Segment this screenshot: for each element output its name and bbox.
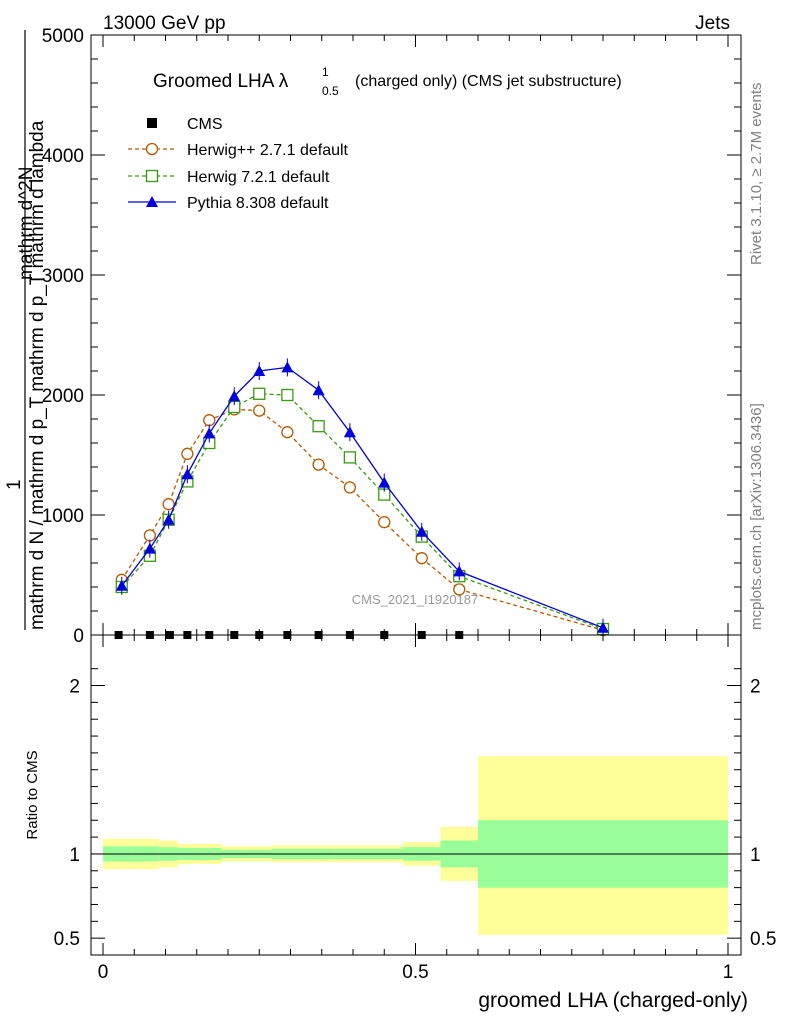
svg-text:Rivet 3.1.10, ≥ 2.7M events: Rivet 3.1.10, ≥ 2.7M events — [748, 83, 765, 266]
data-point-herwigpp — [378, 516, 391, 529]
data-point-herwigpp — [343, 481, 357, 494]
main-data-layer — [114, 358, 610, 639]
y-axis-numerator: 1 — [4, 479, 25, 490]
ratio-tick-label: 0.5 — [54, 929, 80, 950]
x-tick-label: 0.5 — [402, 962, 428, 983]
ratio-tick-label: 1 — [69, 845, 80, 866]
ratio-y-title: Ratio to CMS — [24, 750, 41, 839]
y-tick-label: 1000 — [42, 506, 84, 527]
title-suffix: (charged only) (CMS jet substructure) — [355, 73, 622, 90]
chart-title: Groomed LHA λ — [153, 71, 289, 92]
data-point-pythia — [228, 390, 241, 402]
legend-label-herwig7: Herwig 7.2.1 default — [187, 169, 330, 186]
y-tick-label: 2000 — [42, 386, 84, 407]
y-axis-denominator: mathrm d N / mathrm d p_T mathrm d p_T m… — [27, 120, 48, 630]
data-point-pythia — [312, 384, 325, 396]
title-superscript: 1 — [322, 65, 329, 79]
side-text-mcplots: mcplots.cern.ch [arXiv:1306.3436] — [748, 403, 765, 630]
data-point-herwigpp — [203, 414, 216, 427]
data-point-pythia — [162, 513, 175, 525]
data-point-herwigpp — [181, 447, 194, 460]
side-text-rivet: Rivet 3.1.10, ≥ 2.7M events — [748, 83, 765, 266]
data-point-pythia — [281, 361, 294, 373]
series-line-1 — [121, 408, 604, 631]
ratio-tick-label-right: 1 — [750, 845, 761, 866]
y-tick-label: 3000 — [42, 266, 84, 287]
data-point-herwigpp — [143, 529, 157, 542]
data-point-herwig7 — [312, 420, 325, 433]
data-point-pythia — [115, 579, 128, 591]
data-point-herwigpp — [453, 583, 466, 596]
legend-label-herwigpp: Herwig++ 2.7.1 default — [187, 142, 349, 159]
data-point-pythia — [143, 542, 156, 554]
data-point-pythia — [203, 427, 216, 439]
svg-text:mcplots.cern.ch [arXiv:1306.34: mcplots.cern.ch [arXiv:1306.3436] — [748, 403, 765, 630]
data-point-pythia — [597, 621, 609, 633]
ratio-bands — [91, 756, 741, 935]
y-axis-overlay: mathrm d^2N — [16, 167, 37, 280]
data-point-herwig7 — [281, 388, 294, 402]
data-point-pythia — [343, 426, 356, 438]
data-point-herwig7 — [253, 387, 266, 400]
legend-marker-herwig7 — [145, 169, 159, 183]
legend-label-cms: CMS — [187, 116, 223, 133]
data-point-herwigpp — [281, 426, 294, 439]
data-point-pythia — [453, 565, 466, 577]
x-tick-label: 1 — [723, 962, 734, 983]
legend-label-pythia: Pythia 8.308 default — [187, 195, 329, 212]
y-tick-label: 4000 — [42, 146, 84, 167]
header-jets: Jets — [695, 13, 730, 34]
x-axis-title: groomed LHA (charged-only) — [478, 989, 748, 1012]
legend-marker-herwigpp — [145, 142, 159, 156]
svg-text:Ratio to CMS: Ratio to CMS — [24, 750, 41, 839]
y-axis-overlay-title: mathrm d^2N — [16, 167, 37, 280]
y-tick-label: 5000 — [42, 26, 84, 47]
legend-marker-cms — [147, 118, 157, 128]
data-point-pythia — [378, 476, 391, 488]
data-point-herwig7 — [343, 451, 357, 464]
ratio-plot-frame — [90, 634, 742, 956]
main-axis-ticks: 0 1000 2000 3000 4000 5000 — [42, 26, 741, 647]
title-subscript: 0.5 — [322, 84, 339, 98]
y-tick-label: 0 — [73, 626, 84, 647]
data-point-herwigpp — [312, 458, 325, 471]
ratio-tick-label-right: 0.5 — [750, 929, 776, 950]
data-point-herwigpp — [253, 404, 266, 417]
y-axis-title: 1 mathrm d N / mathrm d p_T mathrm d p_T… — [4, 30, 48, 630]
header-energy: 13000 GeV pp — [103, 13, 226, 34]
ratio-tick-label-right: 2 — [750, 677, 761, 698]
series-line-2 — [121, 393, 604, 630]
ratio-tick-label: 2 — [69, 677, 80, 698]
legend: CMS Herwig++ 2.7.1 default Herwig 7.2.1 … — [128, 116, 349, 212]
analysis-watermark: CMS_2021_I1920187 — [352, 592, 479, 607]
data-point-herwigpp — [415, 552, 428, 565]
data-point-herwigpp — [162, 498, 175, 511]
series-line-3 — [121, 366, 604, 629]
ratio-axis-ticks: 0.5 0.5 1 1 2 2 0 0.5 1 — [54, 635, 776, 983]
data-point-pythia — [415, 525, 428, 537]
x-tick-label: 0 — [98, 962, 109, 983]
legend-marker-pythia — [146, 196, 158, 207]
data-point-pythia — [181, 468, 194, 480]
data-point-pythia — [253, 365, 266, 376]
